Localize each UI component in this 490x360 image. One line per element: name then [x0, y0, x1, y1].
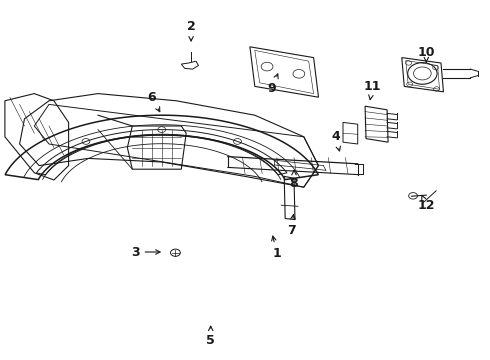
Text: 8: 8: [290, 170, 298, 190]
Text: 5: 5: [206, 326, 215, 347]
Text: 12: 12: [417, 195, 435, 212]
Text: 11: 11: [364, 80, 381, 100]
Text: 3: 3: [131, 246, 160, 258]
Text: 1: 1: [271, 236, 281, 260]
Text: 7: 7: [287, 215, 296, 237]
Text: 4: 4: [331, 130, 341, 151]
Text: 10: 10: [417, 46, 435, 62]
Text: 2: 2: [187, 21, 196, 41]
Text: 6: 6: [147, 91, 160, 112]
Text: 9: 9: [268, 74, 278, 95]
